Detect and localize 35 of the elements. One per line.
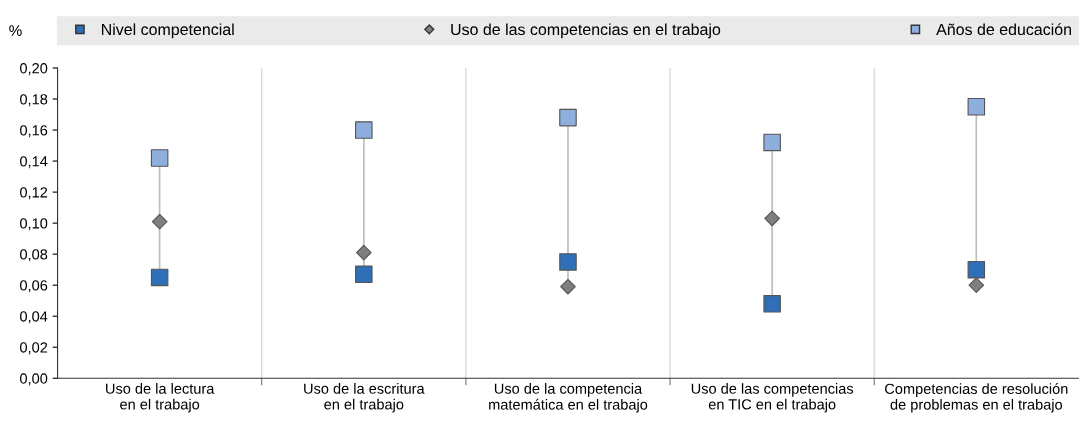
- point: [355, 244, 372, 261]
- y-tick-label: 0,08: [20, 249, 48, 262]
- point: [560, 278, 576, 295]
- legend-label: Nivel competencial: [101, 23, 234, 39]
- y-tick-label: 0,16: [20, 125, 48, 138]
- x-tick-label: Uso de las competencias en TIC en el trabajo: [691, 383, 854, 413]
- y-tick-label: 0,06: [20, 280, 48, 293]
- legend-label: Años de educación: [936, 23, 1071, 36]
- point: [355, 121, 373, 139]
- y-axis-title: %: [9, 25, 22, 36]
- point: [968, 277, 985, 294]
- x-tick-label: Competencias de resolución de problemas en el trabajo: [885, 383, 1068, 413]
- point: [150, 268, 169, 287]
- y-tick-label: 0,12: [20, 187, 48, 200]
- point: [150, 149, 169, 167]
- point: [763, 133, 781, 152]
- point: [764, 210, 780, 227]
- y-tick-label: 0,04: [20, 311, 48, 324]
- point: [559, 253, 577, 271]
- point: [559, 108, 577, 127]
- y-tick-label: 0,18: [20, 94, 48, 107]
- legend-label: Uso de las competencias en el trabajo: [451, 23, 721, 39]
- y-tick-label: 0,10: [20, 218, 48, 231]
- y-tick-label: 0,00: [20, 373, 48, 386]
- y-tick-label: 0,20: [20, 63, 48, 76]
- y-tick-label: 0,02: [20, 342, 48, 355]
- point: [967, 260, 986, 279]
- point: [967, 98, 986, 116]
- point: [151, 213, 168, 230]
- y-tick-label: 0,14: [20, 156, 48, 169]
- point: [763, 295, 781, 313]
- x-tick-label: Uso de la lectura en el trabajo: [106, 383, 215, 413]
- x-tick-label: Uso de la escritura en el trabajo: [304, 383, 425, 413]
- x-tick-label: Uso de la competencia matemática en el trabajo: [489, 383, 648, 413]
- point: [355, 265, 373, 284]
